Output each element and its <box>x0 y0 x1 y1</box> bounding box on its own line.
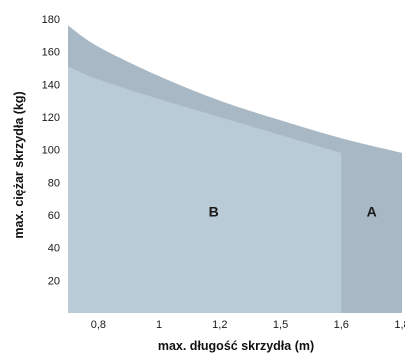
x-tick-label: 1,2 <box>212 319 227 331</box>
x-tick-label: 1,8 <box>394 319 405 331</box>
y-tick-label: 140 <box>42 79 60 91</box>
y-tick-label: 20 <box>48 275 60 287</box>
y-axis-title: max. ciężar skrzydła (kg) <box>12 91 26 238</box>
x-tick-label: 1,6 <box>334 319 349 331</box>
x-tick-label: 1 <box>156 319 162 331</box>
y-tick-label: 40 <box>48 243 60 255</box>
region-label-a: A <box>367 204 377 220</box>
area-b <box>68 66 342 313</box>
x-tick-label: 0,8 <box>91 319 106 331</box>
y-tick-label: 180 <box>42 14 60 26</box>
x-tick-label: 1,5 <box>273 319 288 331</box>
y-tick-label: 60 <box>48 210 60 222</box>
y-tick-label: 80 <box>48 177 60 189</box>
plot-area <box>68 25 402 314</box>
y-tick-label: 120 <box>42 112 60 124</box>
y-tick-label: 100 <box>42 145 60 157</box>
y-axis-ticks: 20 40 60 80 100 120 140 160 180 <box>42 14 60 287</box>
x-axis-title: max. długość skrzydła (m) <box>158 339 314 353</box>
region-label-b: B <box>209 204 219 220</box>
y-tick-label: 160 <box>42 47 60 59</box>
x-axis-ticks: 0,8 1 1,2 1,5 1,6 1,8 <box>91 319 405 331</box>
